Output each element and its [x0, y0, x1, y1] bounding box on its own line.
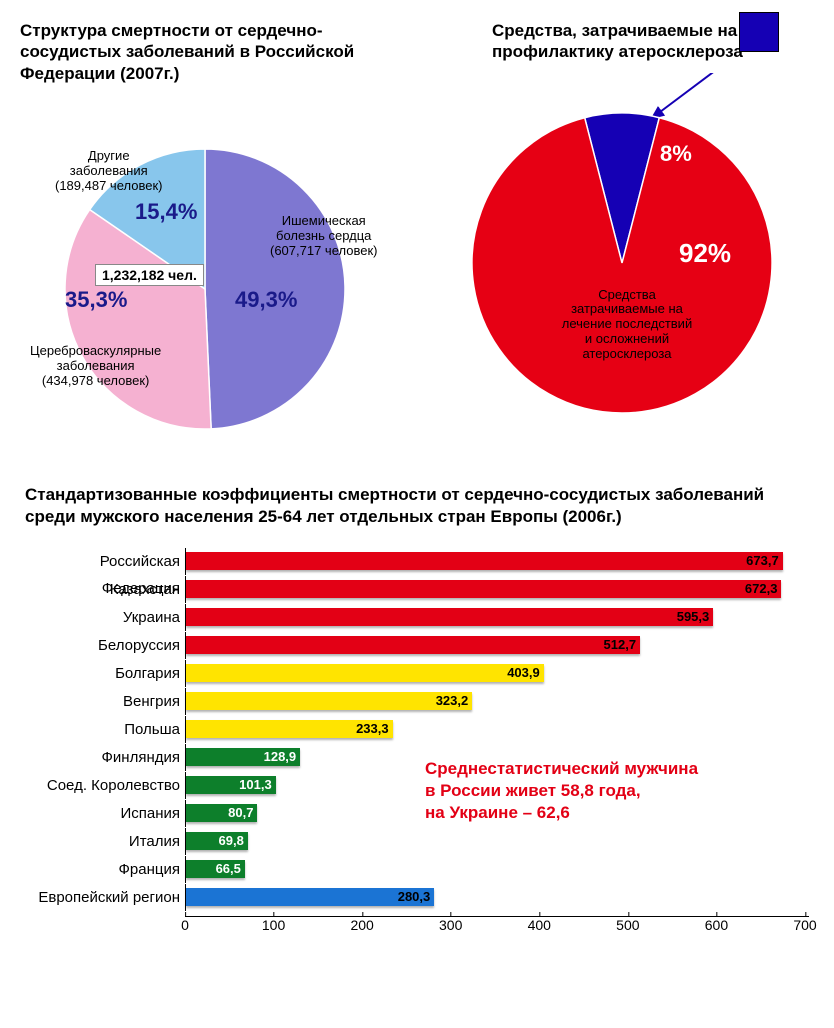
- bar-value-label: 323,2: [436, 692, 469, 710]
- bar-value-label: 672,3: [745, 580, 778, 598]
- bar-track: 66,5: [185, 856, 809, 883]
- pie1-slice2-pct: 15,4%: [135, 199, 197, 225]
- bar-value-label: 128,9: [264, 748, 297, 766]
- bar-fill: 66,5: [186, 860, 245, 878]
- bar-value-label: 403,9: [507, 664, 540, 682]
- bar-row: 280,3: [185, 884, 809, 911]
- bar-track: 595,3: [185, 604, 809, 631]
- bar-value-label: 80,7: [228, 804, 253, 822]
- bar-row: 673,7: [185, 548, 809, 575]
- bar-category-label: Польша: [25, 716, 180, 743]
- bar-value-label: 66,5: [216, 860, 241, 878]
- pie2-slice1-pct: 8%: [660, 141, 692, 167]
- bar-fill: 80,7: [186, 804, 257, 822]
- bar-category-label: Финляндия: [25, 744, 180, 771]
- x-ticks: 0100200300400500600700: [185, 917, 809, 942]
- bar-fill: 128,9: [186, 748, 300, 766]
- pie2-svg: [432, 73, 812, 433]
- bar-chart: 673,7 672,3 595,3 512,7 403,9 323,2 233,3 128,9…: [25, 548, 809, 942]
- bar-value-label: 69,8: [219, 832, 244, 850]
- pie-row: Структура смертности от сердечно-сосудис…: [0, 0, 834, 454]
- bar-title: Стандартизованные коэффициенты смертност…: [25, 484, 809, 528]
- bar-track: 323,2: [185, 688, 809, 715]
- pie1-block: Структура смертности от сердечно-сосудис…: [20, 20, 402, 454]
- bar-category-label: Европейский регион: [25, 884, 180, 911]
- pie1-svg: [20, 94, 400, 454]
- bar-fill: 323,2: [186, 692, 472, 710]
- bar-category-label: Белоруссия: [25, 632, 180, 659]
- bar-fill: 673,7: [186, 552, 783, 570]
- bar-category-label: Соед. Королевство: [25, 772, 180, 799]
- bar-value-label: 101,3: [239, 776, 272, 794]
- pie2-canvas: 8% 92% Средства затрачиваемые на лечение…: [432, 73, 814, 433]
- bar-category-label: Венгрия: [25, 688, 180, 715]
- bar-category-label: Испания: [25, 800, 180, 827]
- bar-track: 233,3: [185, 716, 809, 743]
- bar-fill: 280,3: [186, 888, 434, 906]
- bar-row: 512,7: [185, 632, 809, 659]
- bar-row: 233,3: [185, 716, 809, 743]
- bar-category-label: Казахстан: [25, 576, 180, 603]
- pie1-title: Структура смертности от сердечно-сосудис…: [20, 20, 402, 84]
- x-tick: 600: [705, 917, 728, 933]
- x-tick: 400: [528, 917, 551, 933]
- bar-value-label: 280,3: [398, 888, 431, 906]
- bar-fill: 672,3: [186, 580, 781, 598]
- bar-fill: 233,3: [186, 720, 393, 738]
- bar-track: 69,8: [185, 828, 809, 855]
- bar-fill: 403,9: [186, 664, 544, 682]
- bar-row: 66,5: [185, 856, 809, 883]
- x-tick: 200: [350, 917, 373, 933]
- bar-section: Стандартизованные коэффициенты смертност…: [0, 454, 834, 942]
- bar-value-label: 233,3: [356, 720, 389, 738]
- pie2-slice0-pct: 92%: [679, 238, 731, 269]
- bar-track: 672,3: [185, 576, 809, 603]
- bar-category-label: Франция: [25, 856, 180, 883]
- bar-row: 672,3: [185, 576, 809, 603]
- bar-value-label: 595,3: [677, 608, 710, 626]
- pie1-slice0-label: Ишемическая болезнь сердца (607,717 чело…: [270, 214, 377, 259]
- bar-category-label: Украина: [25, 604, 180, 631]
- bar-track: 673,7: [185, 548, 809, 575]
- pie2-block: Средства, затрачиваемые на профилактику …: [432, 20, 814, 454]
- x-tick: 500: [616, 917, 639, 933]
- bar-value-label: 512,7: [604, 636, 637, 654]
- bar-category-label: Италия: [25, 828, 180, 855]
- x-tick: 700: [793, 917, 816, 933]
- pie1-slice0-pct: 49,3%: [235, 287, 297, 313]
- x-tick: 0: [181, 917, 189, 933]
- bar-annotation: Среднестатистический мужчинав России жив…: [425, 758, 698, 824]
- pie1-slice1-pct: 35,3%: [65, 287, 127, 313]
- pie1-canvas: Ишемическая болезнь сердца (607,717 чело…: [20, 94, 402, 454]
- bar-track: 280,3: [185, 884, 809, 911]
- bar-track: 512,7: [185, 632, 809, 659]
- bar-row: 69,8: [185, 828, 809, 855]
- bar-fill: 69,8: [186, 832, 248, 850]
- bar-row: 323,2: [185, 688, 809, 715]
- bar-track: 403,9: [185, 660, 809, 687]
- bar-row: 595,3: [185, 604, 809, 631]
- pie2-legend-square: [739, 12, 779, 52]
- x-tick: 100: [262, 917, 285, 933]
- bar-value-label: 673,7: [746, 552, 779, 570]
- bar-fill: 101,3: [186, 776, 276, 794]
- x-tick: 300: [439, 917, 462, 933]
- pie1-center-label: 1,232,182 чел.: [95, 264, 204, 286]
- bar-row: 403,9: [185, 660, 809, 687]
- pie1-slice1-label: Цереброваскулярные заболевания (434,978 …: [30, 344, 161, 389]
- bar-fill: 595,3: [186, 608, 713, 626]
- bar-fill: 512,7: [186, 636, 640, 654]
- bar-category-label: Болгария: [25, 660, 180, 687]
- pie2-pointer-line: [652, 73, 732, 118]
- pie2-slice0-label: Средства затрачиваемые на лечение послед…: [542, 288, 712, 363]
- pie1-slice2-label: Другие заболевания (189,487 человек): [55, 149, 162, 194]
